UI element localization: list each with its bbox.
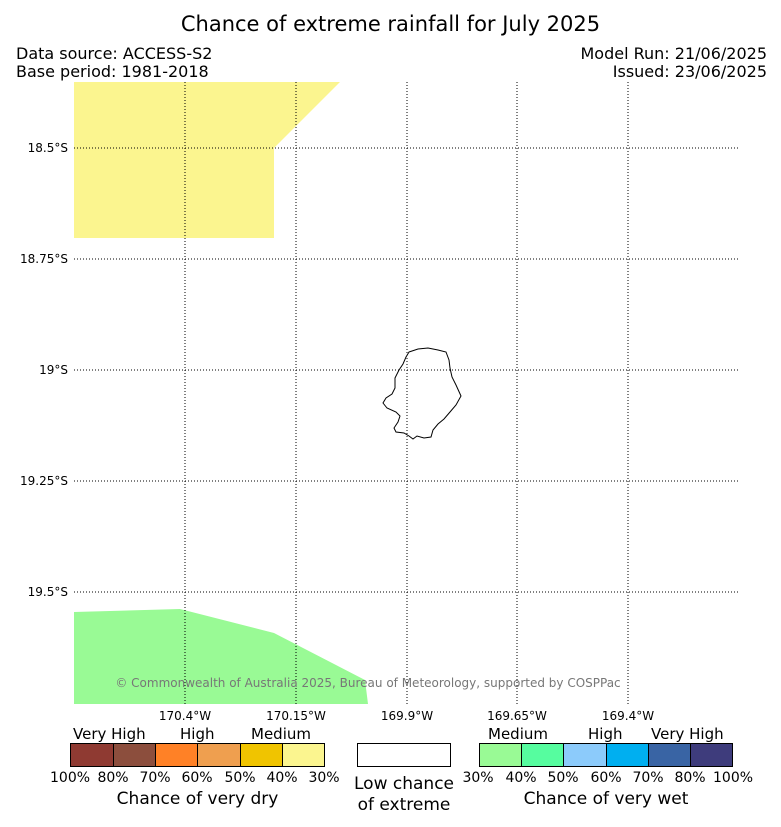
region-very-wet-30-40 [74, 609, 368, 704]
legend-wet-tick: 70% [632, 770, 664, 786]
legend-wet-swatch [479, 743, 522, 767]
legend-dry-swatch [70, 743, 114, 767]
legend-neutral-caption-line1: Low chance [354, 774, 454, 794]
legend-wet-category: Medium [488, 725, 548, 743]
legend-wet-swatch [690, 743, 733, 767]
region-very-dry-30-40 [74, 82, 340, 238]
legend-dry-tick: 50% [224, 770, 256, 786]
legend-wet-caption: Chance of very wet [523, 789, 689, 809]
lat-label: 18.75°S [20, 252, 68, 266]
legend-dry-swatch [197, 743, 241, 767]
map-title: Chance of extreme rainfall for July 2025 [180, 12, 601, 36]
legend-wet-tick: 100% [713, 770, 754, 786]
legend-wet-tick: 80% [674, 770, 706, 786]
legend-neutral-swatch [357, 743, 451, 767]
lon-label: 169.9°W [380, 709, 434, 723]
legend-wet-tick: 40% [505, 770, 537, 786]
copyright-notice: © Commonwealth of Australia 2025, Bureau… [115, 676, 621, 690]
legend-dry-swatch [113, 743, 156, 767]
legend-dry-tick: 70% [139, 770, 171, 786]
lon-label: 169.4°W [601, 709, 655, 723]
lat-label: 19°S [39, 363, 68, 377]
legend-wet-tick: 50% [547, 770, 579, 786]
lat-label: 19.5°S [27, 585, 68, 599]
legend-dry-tick: 30% [308, 770, 340, 786]
lon-label: 170.4°W [158, 709, 212, 723]
legend-dry-caption: Chance of very dry [116, 789, 279, 809]
data-source: Data source: ACCESS-S2 [16, 44, 213, 63]
legend-dry-tick: 100% [50, 770, 91, 786]
lat-label: 19.25°S [20, 474, 68, 488]
legend-dry-category: Medium [251, 725, 311, 743]
lat-label: 18.5°S [27, 141, 68, 155]
legend-dry-category: Very High [73, 725, 146, 743]
graticule [74, 82, 740, 704]
legend-dry-tick: 40% [266, 770, 298, 786]
legend-dry-category: High [180, 725, 215, 743]
legend-wet-swatch [521, 743, 564, 767]
legend-wet-category: High [588, 725, 623, 743]
issued-date: Issued: 23/06/2025 [612, 62, 767, 81]
legend-dry-swatch [282, 743, 325, 767]
legend-wet-tick: 30% [462, 770, 494, 786]
legend-wet-swatch [648, 743, 691, 767]
legend-neutral-caption-line2: of extreme [357, 795, 451, 815]
legend-dry-tick: 80% [97, 770, 129, 786]
lon-label: 169.65°W [487, 709, 547, 723]
legend-dry-swatch [155, 743, 198, 767]
legend-wet-swatch [606, 743, 649, 767]
legend-wet-tick: 60% [590, 770, 622, 786]
legend-dry-swatch [240, 743, 283, 767]
base-period: Base period: 1981-2018 [16, 62, 209, 81]
legend-dry-tick: 60% [181, 770, 213, 786]
island-coastline [382, 347, 462, 440]
legend-wet-category: Very High [651, 725, 724, 743]
lon-label: 170.15°W [266, 709, 326, 723]
model-run: Model Run: 21/06/2025 [580, 44, 768, 63]
legend-wet-swatch [563, 743, 607, 767]
